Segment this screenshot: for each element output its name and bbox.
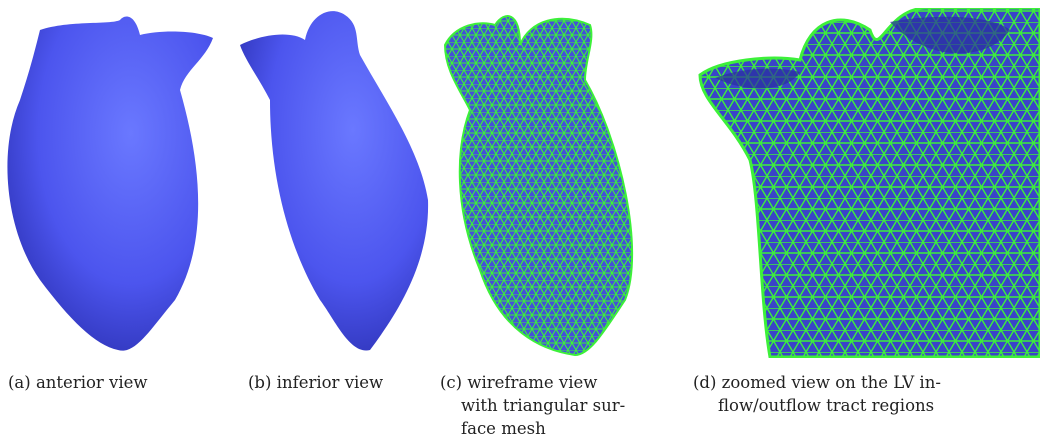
caption-line: with triangular sur- (461, 396, 625, 415)
page: (a) anterior view (b) inferior view (c) … (0, 0, 1044, 442)
panel-a-render (7, 17, 213, 351)
panel-c-render (445, 16, 632, 355)
figure: (a) anterior view (b) inferior view (c) … (0, 0, 1044, 442)
caption-line: flow/outflow tract regions (718, 396, 934, 415)
panel-b-render (240, 11, 428, 350)
panel-d-render (700, 8, 1040, 357)
caption-line: (c) wireframe view (440, 373, 597, 392)
caption-line: (a) anterior view (8, 373, 148, 392)
captions: (a) anterior view (b) inferior view (c) … (8, 373, 941, 438)
caption-line: (d) zoomed view on the LV in- (693, 373, 941, 392)
caption-line: face mesh (461, 419, 546, 438)
caption-line: (b) inferior view (248, 373, 383, 392)
